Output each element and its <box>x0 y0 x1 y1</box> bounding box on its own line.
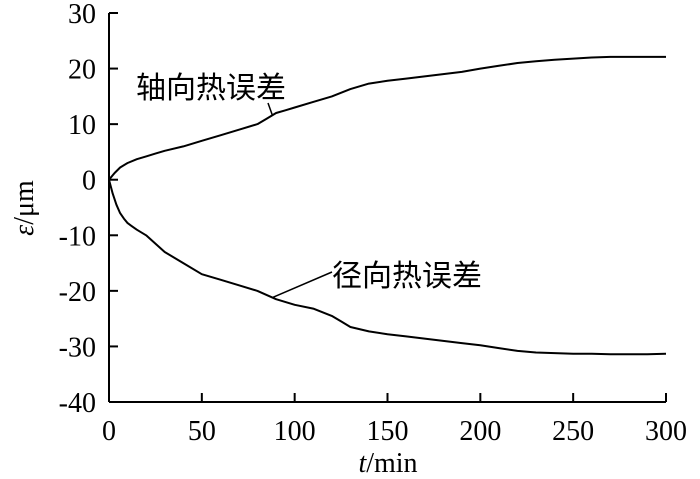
annotation-leader <box>267 102 274 116</box>
y-axis-label-unit: /μm <box>9 180 40 225</box>
series-layer <box>108 55 667 356</box>
annotation-leader <box>272 271 333 299</box>
x-tick-label: 150 <box>367 416 409 447</box>
y-axis-label-var: ε <box>9 225 40 236</box>
y-tick-label: -20 <box>59 277 96 308</box>
x-tick-label: 300 <box>645 416 687 447</box>
y-axis-label: ε/μm <box>9 180 40 236</box>
series-line-0 <box>108 55 666 181</box>
y-tick-label: -30 <box>59 332 96 363</box>
y-tick-label: 10 <box>68 110 96 141</box>
series-annotation: 径向热误差 <box>332 259 482 294</box>
y-tick-label: 0 <box>82 166 96 197</box>
x-tick-label: 100 <box>274 416 316 447</box>
x-tick-label: 250 <box>552 416 594 447</box>
x-tick-label: 0 <box>102 416 116 447</box>
y-tick-label: -40 <box>59 388 96 419</box>
x-tick-label: 200 <box>459 416 501 447</box>
series-annotation: 轴向热误差 <box>136 71 286 106</box>
y-tick-label: 20 <box>68 55 96 86</box>
y-tick-label: -10 <box>59 221 96 252</box>
x-ticks: 0 50 100 150 200 250 300 <box>102 393 687 447</box>
x-axis-label-unit: /min <box>366 448 417 479</box>
series-line-1 <box>108 179 667 356</box>
y-tick-label: 30 <box>68 0 96 30</box>
x-axis-label-var: t <box>358 448 367 479</box>
x-axis-label: t/min <box>358 448 417 479</box>
y-ticks: -40 -30 -20 -10 0 10 20 30 <box>59 0 118 419</box>
x-tick-label: 50 <box>188 416 216 447</box>
